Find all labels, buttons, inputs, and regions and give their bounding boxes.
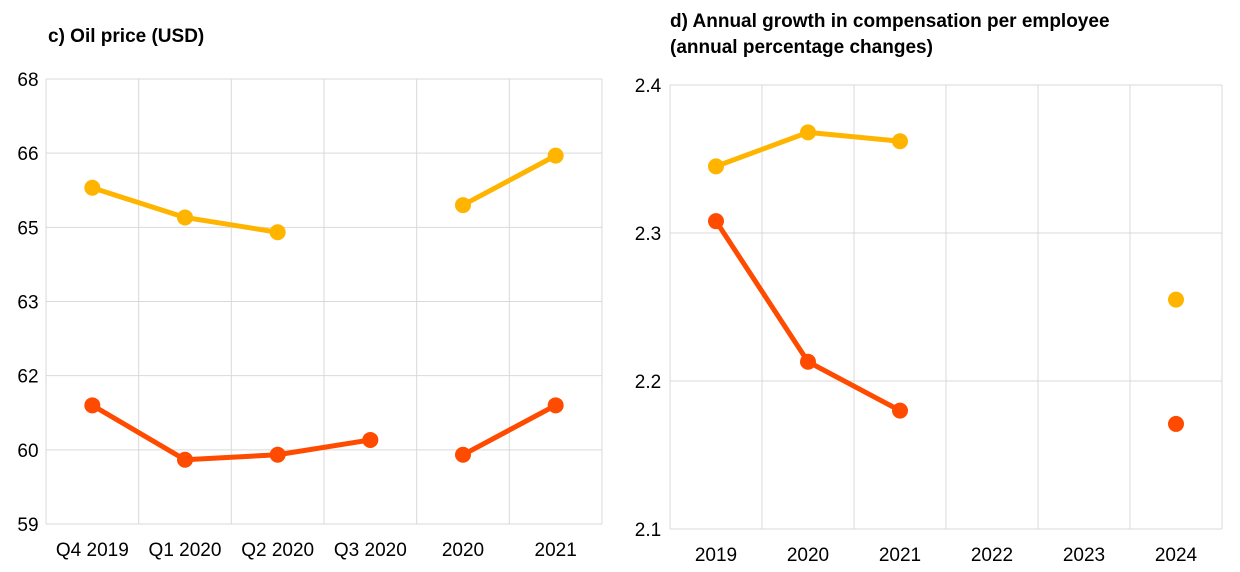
chart-d-series-orange-point bbox=[708, 213, 724, 230]
chart-c-series-yellow-point bbox=[177, 209, 193, 226]
chart-d-subtitle: (annual percentage changes) bbox=[670, 37, 933, 58]
chart-c-xtick-label: 2021 bbox=[535, 540, 577, 561]
chart-c-ytick-label: 65 bbox=[17, 218, 38, 239]
chart-c-xtick-label: 2020 bbox=[442, 540, 484, 561]
chart-c-xtick-label: Q2 2020 bbox=[241, 540, 314, 561]
chart-d-xtick-label: 2021 bbox=[879, 545, 921, 566]
chart-c-ytick-label: 68 bbox=[17, 70, 38, 91]
chart-c-series-orange-point bbox=[269, 446, 286, 463]
chart-c-series-yellow-point bbox=[84, 179, 101, 196]
chart-d-xtick-label: 2019 bbox=[695, 545, 737, 566]
chart-c-series-yellow-point bbox=[455, 197, 471, 214]
chart-d-xtick-label: 2024 bbox=[1155, 545, 1198, 566]
chart-d-series-orange-point bbox=[892, 402, 908, 419]
chart-d-series-yellow-point bbox=[892, 133, 908, 150]
chart-d-ytick-label: 2.2 bbox=[635, 372, 661, 393]
chart-c-ytick-label: 59 bbox=[17, 515, 38, 536]
chart-c-xtick-label: Q4 2019 bbox=[56, 540, 129, 561]
chart-c-ytick-label: 60 bbox=[17, 441, 38, 462]
chart-d-series-yellow-point bbox=[800, 124, 816, 141]
chart-c-series-orange-line bbox=[91, 403, 371, 463]
chart-d-series-yellow-point bbox=[708, 158, 724, 175]
chart-d-series-orange-line bbox=[713, 219, 902, 413]
chart-c-series-yellow-line bbox=[461, 153, 557, 208]
chart-c-series-orange-point bbox=[547, 397, 564, 414]
chart-c-series-orange-line bbox=[461, 403, 557, 457]
chart-c-xtick-label: Q1 2020 bbox=[149, 540, 222, 561]
chart-c-xtick-label: Q3 2020 bbox=[334, 540, 407, 561]
chart-c-series-orange-point bbox=[362, 431, 379, 448]
chart-d-xtick-label: 2022 bbox=[971, 545, 1013, 566]
chart-d-ytick-label: 2.4 bbox=[635, 76, 662, 97]
chart-d-series-orange-point bbox=[800, 353, 816, 370]
chart-d-ytick-label: 2.1 bbox=[635, 520, 661, 541]
chart-c-series-orange-point bbox=[455, 446, 471, 463]
chart-c-title: c) Oil price (USD) bbox=[48, 26, 204, 47]
chart-d-xtick-label: 2020 bbox=[787, 545, 829, 566]
chart-c-ytick-label: 63 bbox=[17, 293, 38, 314]
chart-c-ytick-label: 66 bbox=[17, 144, 38, 165]
chart-c-series-yellow-point bbox=[269, 224, 286, 241]
chart-d-ytick-label: 2.3 bbox=[635, 224, 661, 245]
chart-d-series-yellow-point bbox=[1168, 291, 1184, 308]
chart-d-series-orange-point bbox=[1168, 415, 1184, 432]
chart-c-series-orange-point bbox=[84, 397, 101, 414]
chart-c-series-yellow-point bbox=[547, 147, 564, 164]
chart-c-series-orange-point bbox=[177, 451, 193, 468]
chart-c-ytick-label: 62 bbox=[17, 367, 38, 388]
chart-d-xtick-label: 2023 bbox=[1063, 545, 1105, 566]
chart-d-title: d) Annual growth in compensation per emp… bbox=[670, 11, 1110, 32]
